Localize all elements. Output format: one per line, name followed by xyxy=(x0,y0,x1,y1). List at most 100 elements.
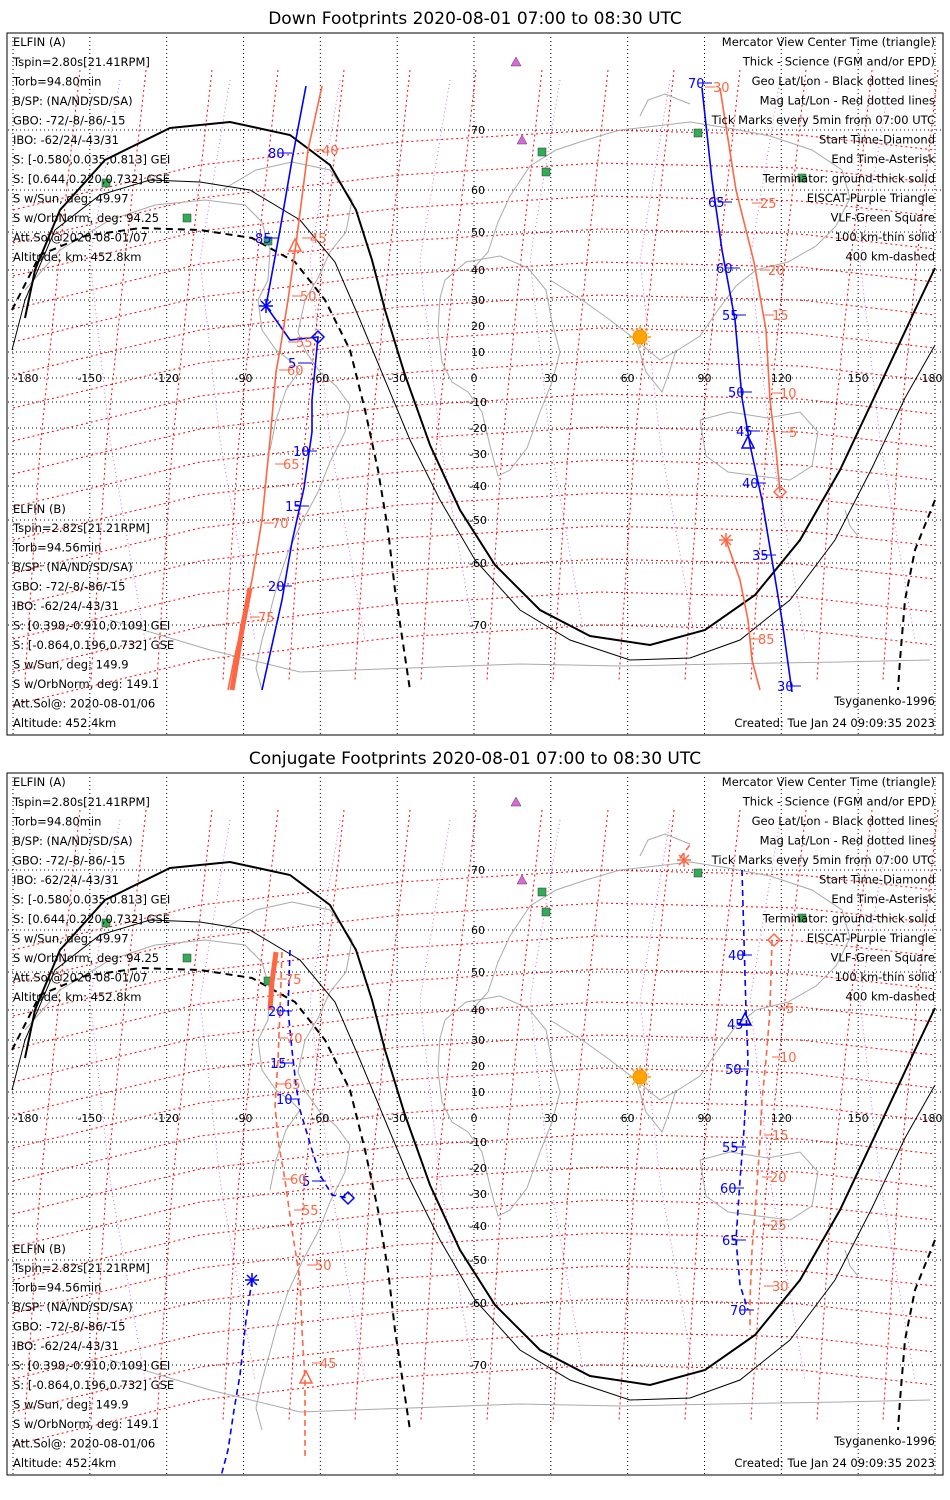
elfin-b-tick-label: 25 xyxy=(760,197,777,212)
lon-tick-label: -120 xyxy=(154,1112,179,1125)
elfin-b-info-line: Torb=94.56min xyxy=(12,1281,101,1295)
mag-lat-line xyxy=(12,393,936,475)
elfin-a-tick-label: 85 xyxy=(255,232,272,247)
elfin-b-track-east-2 xyxy=(749,939,773,1330)
elfin-b-info-line: S: [-0.864,0.196,0.732] GSE xyxy=(13,638,174,652)
mag-lat-line xyxy=(12,1001,936,1083)
mag-lon-line xyxy=(750,809,807,1421)
elfin-b-tick-label: 55 xyxy=(302,1204,319,1219)
elfin-b-tick-label: 60 xyxy=(287,364,304,379)
down-footprints-panel: Down Footprints 2020-08-01 07:00 to 08:3… xyxy=(6,9,944,736)
legend-item: EISCAT-Purple Triangle xyxy=(807,931,935,945)
elfin-b-tick-label: 15 xyxy=(772,1129,789,1144)
elfin-a-tick-label: 55 xyxy=(722,1141,739,1156)
elfin-b-tick-label: 75 xyxy=(258,611,275,626)
lat-tick-label: 10 xyxy=(471,346,485,359)
coastline xyxy=(437,995,561,1217)
end-asterisk-icon xyxy=(245,1273,259,1287)
lat-tick-label: -70 xyxy=(469,619,487,632)
elfin-a-tick-label: 5 xyxy=(302,1175,310,1190)
elfin-a-info-line: B/SP: (NA/ND/SD/SA) xyxy=(13,94,133,108)
legend-item: Mercator View Center Time (triangle) xyxy=(722,35,935,49)
legend-item: End Time-Asterisk xyxy=(831,152,935,166)
elfin-a-info-line: Torb=94.80min xyxy=(12,75,101,89)
mag-lon-line xyxy=(222,809,279,1421)
lat-tick-label: -70 xyxy=(469,1359,487,1372)
coastline xyxy=(109,1359,931,1413)
lon-tick-label: -30 xyxy=(388,1112,406,1125)
elfin-b-track xyxy=(274,951,306,1460)
elfin-b-info-line: IBO: -62/24/-43/31 xyxy=(13,599,119,613)
end-asterisk-icon xyxy=(259,299,273,313)
mag-lon-line xyxy=(156,809,213,1421)
created-label: Created: Tue Jan 24 09:09:35 2023 xyxy=(734,1456,935,1470)
elfin-b-tick-label: 60 xyxy=(290,1173,307,1188)
lat-tick-label: 60 xyxy=(471,184,485,197)
elfin-b-info-line: Att.Sol@: 2020-08-01/06 xyxy=(13,1437,155,1451)
elfin-a-tick-label: 65 xyxy=(722,1234,739,1249)
elfin-a-tick-label: 20 xyxy=(268,1005,285,1020)
elfin-a-info-line: S w/Sun, deg: 49.97 xyxy=(13,192,129,206)
elfin-a-info-line: GBO: -72/-8/-86/-15 xyxy=(13,114,125,128)
mag-lat-line xyxy=(12,360,936,442)
mag-lon-line xyxy=(816,69,873,681)
mag-lat-line xyxy=(12,869,936,951)
coastline xyxy=(635,1079,677,1134)
legend-item: Thick - Science (FGM and/or EPD) xyxy=(742,55,935,69)
elfin-b-tick-label: 30 xyxy=(713,81,730,96)
legend-item: Tick Marks every 5min from 07:00 UTC xyxy=(711,853,935,867)
elfin-a-tick-label: 65 xyxy=(708,196,725,211)
mag-lon-line xyxy=(90,809,147,1421)
elfin-a-tick-label: 50 xyxy=(725,1063,742,1078)
mag-lat-line xyxy=(12,1298,936,1380)
elfin-a-tick-label: 45 xyxy=(727,1018,744,1033)
elfin-a-tick-label: 20 xyxy=(268,580,285,595)
elfin-b-tick-label: 50 xyxy=(300,290,317,305)
terminator-ground xyxy=(24,120,936,647)
vlf-square-icon xyxy=(537,887,547,897)
legend-item: Tick Marks every 5min from 07:00 UTC xyxy=(711,113,935,127)
mag-lat-line xyxy=(12,1199,936,1281)
elfin-a-info-line: S: [0.644,0.220,0.732] GSE xyxy=(13,912,170,926)
elfin-b-tick-label: 55 xyxy=(296,336,313,351)
lon-tick-label: -180 xyxy=(14,372,39,385)
conjugate-footprints-panel: Conjugate Footprints 2020-08-01 07:00 to… xyxy=(6,749,944,1476)
vlf-square-icon xyxy=(797,173,807,183)
mag-lat-line xyxy=(12,935,936,1017)
elfin-b-tick-label: 75 xyxy=(285,973,302,988)
elfin-b-tick-label: 5 xyxy=(786,1002,794,1017)
elfin-a-tick-label: 15 xyxy=(285,500,302,515)
lat-tick-label: 70 xyxy=(471,864,485,877)
mag-lon-line xyxy=(882,809,939,1421)
coastline xyxy=(639,93,691,117)
mag-lon-line xyxy=(552,809,609,1421)
elfin-b-tick-label: 50 xyxy=(315,1259,332,1274)
start-diamond-icon xyxy=(772,484,788,500)
start-diamond-icon xyxy=(310,329,326,345)
elfin-b-science-segment xyxy=(229,587,253,691)
panel-title: Conjugate Footprints 2020-08-01 07:00 to… xyxy=(249,749,701,769)
view-center-triangle-icon xyxy=(737,1011,753,1026)
lat-tick-label: -20 xyxy=(469,1162,487,1175)
elfin-b-info-line: S w/OrbNorm, deg: 149.1 xyxy=(13,677,159,691)
elfin-a-info-line: Torb=94.80min xyxy=(12,815,101,829)
elfin-b-info-line: Altitude: 452.4km xyxy=(13,1456,116,1470)
lat-tick-label: -10 xyxy=(469,396,487,409)
sun-icon xyxy=(629,326,651,348)
legend-item: Geo Lat/Lon - Black dotted lines xyxy=(752,74,935,88)
mag-lon-line xyxy=(816,809,873,1421)
elfin-a-tick-label: 70 xyxy=(688,77,705,92)
coastline xyxy=(635,339,677,394)
created-label: Created: Tue Jan 24 09:09:35 2023 xyxy=(734,716,935,730)
legend-item: Terminator: ground-thick solid xyxy=(762,912,935,926)
elfin-a-info-line: S: [-0.580,0.035,0.813] GEI xyxy=(13,153,170,167)
lon-tick-label: -30 xyxy=(388,372,406,385)
eiscat-triangle-icon xyxy=(510,796,522,807)
lat-tick-label: -40 xyxy=(469,480,487,493)
eiscat-triangle-icon xyxy=(516,134,528,145)
lat-tick-label: -40 xyxy=(469,1220,487,1233)
lon-tick-label: 120 xyxy=(771,1112,792,1125)
elfin-b-science-segment xyxy=(267,951,279,1011)
mag-lat-line xyxy=(12,459,936,541)
elfin-b-info-line: S w/Sun, deg: 149.9 xyxy=(13,1398,129,1412)
